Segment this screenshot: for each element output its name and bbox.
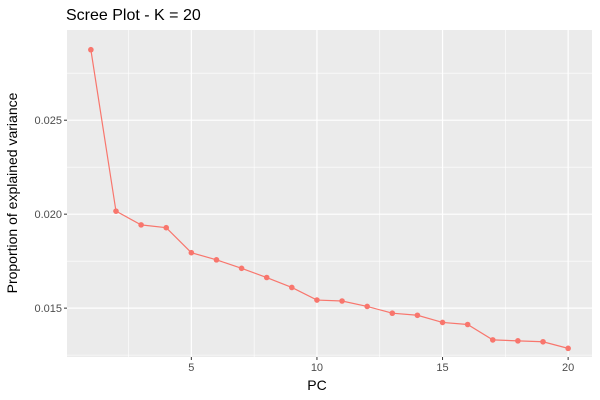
data-point — [138, 222, 144, 228]
data-point — [113, 208, 119, 214]
data-point — [565, 345, 571, 352]
data-point — [540, 338, 546, 345]
minor-gridlines — [67, 30, 592, 357]
data-point — [238, 265, 245, 272]
data-point — [464, 321, 471, 328]
y-tick-label: 0.020 — [34, 209, 62, 221]
data-point — [213, 257, 220, 263]
y-axis-ticks: 0.015 0.020 0.025 — [34, 115, 67, 315]
x-tick-label: 10 — [311, 362, 323, 374]
x-tick-label: 5 — [188, 362, 194, 374]
series-layer — [88, 46, 571, 352]
y-axis-title: Proportion of explained variance — [4, 92, 20, 293]
data-point — [339, 298, 345, 304]
data-point — [364, 303, 370, 310]
data-point — [88, 46, 94, 53]
series-line — [90, 49, 569, 349]
x-axis-ticks: 5 10 15 20 — [188, 357, 574, 374]
data-point — [314, 297, 320, 303]
y-tick-label: 0.015 — [34, 303, 62, 315]
x-tick-label: 15 — [436, 362, 448, 374]
data-point — [289, 284, 295, 291]
data-point — [489, 337, 496, 343]
data-point — [515, 338, 521, 344]
plot-panel — [67, 30, 592, 357]
data-point — [163, 224, 170, 231]
data-point — [263, 274, 270, 281]
data-point — [188, 249, 195, 256]
x-axis-title: PC — [307, 377, 326, 393]
data-point — [439, 319, 446, 326]
data-point — [414, 312, 421, 319]
chart-title: Scree Plot - K = 20 — [66, 7, 201, 24]
y-tick-label: 0.025 — [34, 115, 62, 127]
data-point — [389, 310, 396, 317]
x-tick-label: 20 — [562, 362, 574, 374]
